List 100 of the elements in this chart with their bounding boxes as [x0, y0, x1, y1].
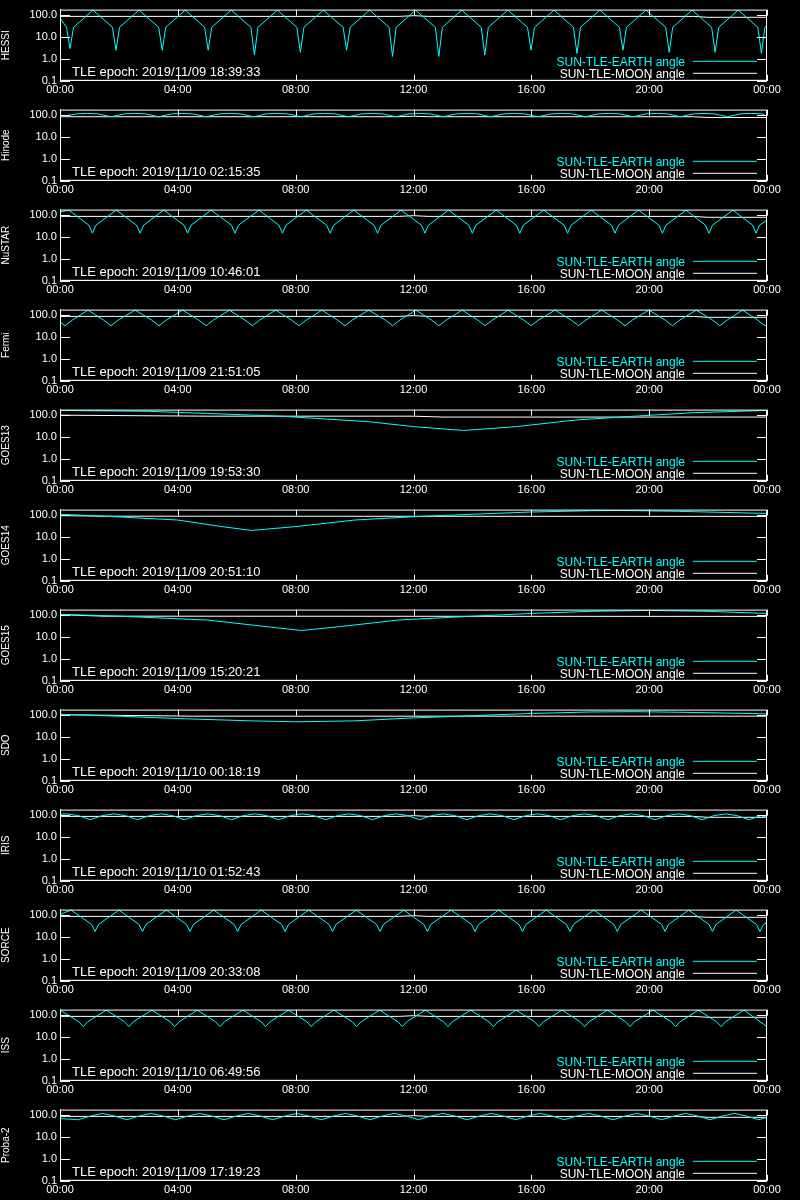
y-tick-label: 1.0	[41, 51, 57, 64]
x-tick-label: 12:00	[399, 1183, 428, 1196]
y-tick-label: 10.0	[35, 330, 57, 343]
x-tick-label: 00:00	[46, 383, 74, 396]
x-tick-label: 08:00	[281, 383, 310, 396]
text: SUN-TLE-EARTH angle	[556, 354, 686, 369]
annotation: TLE epoch: 2019/11/10 01:52:43	[72, 863, 261, 879]
x-tick-label: 00:00	[46, 783, 74, 796]
text: SUN-TLE-EARTH angle	[556, 254, 686, 269]
x-tick-label: 00:00	[46, 483, 74, 496]
x-tick-label: 00:00	[46, 583, 74, 596]
y-axis-title: IRIS	[0, 835, 11, 855]
x-tick-label: 08:00	[281, 483, 310, 496]
x-tick-label: 12:00	[399, 783, 428, 796]
y-tick-label: 1.0	[41, 851, 57, 864]
x-tick-label: 16:00	[517, 483, 546, 496]
x-tick-label: 08:00	[281, 1083, 310, 1096]
x-tick-label: 00:00	[46, 83, 74, 96]
y-tick-label: 0.1	[41, 1173, 57, 1186]
y-tick-label: 0.1	[41, 73, 57, 86]
y-axis-title: GOES13	[0, 424, 11, 466]
text: SUN-TLE-EARTH angle	[556, 1054, 686, 1069]
x-tick-label: 16:00	[517, 83, 546, 96]
y-tick-label: 0.1	[41, 473, 57, 486]
y-tick-label: 10.0	[35, 630, 57, 643]
y-tick-label: 0.1	[41, 273, 57, 286]
x-tick-label: 20:00	[635, 183, 663, 196]
x-tick-label: 16:00	[517, 183, 546, 196]
x-tick-label: 04:00	[164, 883, 192, 896]
x-tick-label: 00:00	[46, 1183, 74, 1196]
y-tick-label: 0.1	[41, 173, 57, 186]
x-tick-label: 20:00	[635, 783, 663, 796]
y-tick-label: 10.0	[35, 730, 57, 743]
text: SUN-TLE-EARTH angle	[556, 454, 686, 469]
x-tick-label: 08:00	[281, 183, 310, 196]
x-tick-label: 12:00	[399, 383, 428, 396]
x-tick-label: 00:00	[753, 683, 781, 696]
y-tick-label: 10.0	[35, 1130, 57, 1143]
x-tick-label: 04:00	[164, 983, 192, 996]
annotation: TLE epoch: 2019/11/10 02:15:35	[72, 163, 261, 179]
y-axis-title: HESSI	[0, 30, 11, 61]
x-tick-label: 20:00	[635, 283, 663, 296]
x-tick-label: 12:00	[399, 1083, 428, 1096]
annotation: TLE epoch: 2019/11/09 17:19:23	[72, 1163, 261, 1179]
text: SUN-TLE-EARTH angle	[556, 654, 686, 669]
x-tick-label: 04:00	[164, 783, 192, 796]
x-tick-label: 04:00	[164, 483, 192, 496]
x-tick-label: 04:00	[164, 83, 192, 96]
y-tick-label: 100.0	[29, 508, 57, 521]
x-tick-label: 08:00	[281, 783, 310, 796]
y-tick-label: 100.0	[29, 908, 57, 921]
x-tick-label: 00:00	[753, 983, 781, 996]
x-tick-label: 12:00	[399, 883, 428, 896]
x-tick-label: 00:00	[753, 1183, 781, 1196]
x-tick-label: 00:00	[46, 1083, 74, 1096]
x-tick-label: 00:00	[46, 283, 74, 296]
y-tick-label: 10.0	[35, 530, 57, 543]
annotation: TLE epoch: 2019/11/09 19:53:30	[72, 463, 261, 479]
x-tick-label: 08:00	[281, 983, 310, 996]
x-tick-label: 20:00	[635, 1183, 663, 1196]
y-tick-label: 1.0	[41, 451, 57, 464]
x-tick-label: 08:00	[281, 1183, 310, 1196]
x-tick-label: 00:00	[46, 983, 74, 996]
x-tick-label: 20:00	[635, 983, 663, 996]
y-axis-title: ISS	[0, 1036, 11, 1054]
x-tick-label: 00:00	[753, 883, 781, 896]
y-tick-label: 1.0	[41, 751, 57, 764]
annotation: TLE epoch: 2019/11/09 10:46:01	[72, 263, 261, 279]
x-tick-label: 04:00	[164, 183, 192, 196]
x-tick-label: 16:00	[517, 583, 546, 596]
y-tick-label: 0.1	[41, 873, 57, 886]
x-tick-label: 20:00	[635, 83, 663, 96]
x-tick-label: 00:00	[46, 883, 74, 896]
y-tick-label: 1.0	[41, 551, 57, 564]
x-tick-label: 16:00	[517, 1083, 546, 1096]
annotation: TLE epoch: 2019/11/09 15:20:21	[72, 663, 261, 679]
y-tick-label: 100.0	[29, 808, 57, 821]
y-tick-label: 1.0	[41, 651, 57, 664]
x-tick-label: 00:00	[753, 783, 781, 796]
y-tick-label: 10.0	[35, 1030, 57, 1043]
text: SUN-TLE-EARTH angle	[556, 154, 686, 169]
x-tick-label: 16:00	[517, 1183, 546, 1196]
y-axis-title: Fermi	[0, 332, 11, 358]
x-tick-label: 04:00	[164, 383, 192, 396]
y-tick-label: 10.0	[35, 30, 57, 43]
x-tick-label: 12:00	[399, 183, 428, 196]
y-tick-label: 100.0	[29, 308, 57, 321]
x-tick-label: 16:00	[517, 783, 546, 796]
y-tick-label: 10.0	[35, 830, 57, 843]
x-tick-label: 00:00	[753, 383, 781, 396]
x-tick-label: 16:00	[517, 883, 546, 896]
x-tick-label: 04:00	[164, 583, 192, 596]
y-axis-title: Proba-2	[0, 1126, 11, 1163]
y-tick-label: 100.0	[29, 8, 57, 21]
y-axis-title: SDO	[0, 734, 11, 757]
text: SUN-TLE-EARTH angle	[556, 854, 686, 869]
y-tick-label: 100.0	[29, 108, 57, 121]
y-tick-label: 100.0	[29, 1108, 57, 1121]
y-tick-label: 1.0	[41, 1051, 57, 1064]
x-tick-label: 00:00	[753, 483, 781, 496]
